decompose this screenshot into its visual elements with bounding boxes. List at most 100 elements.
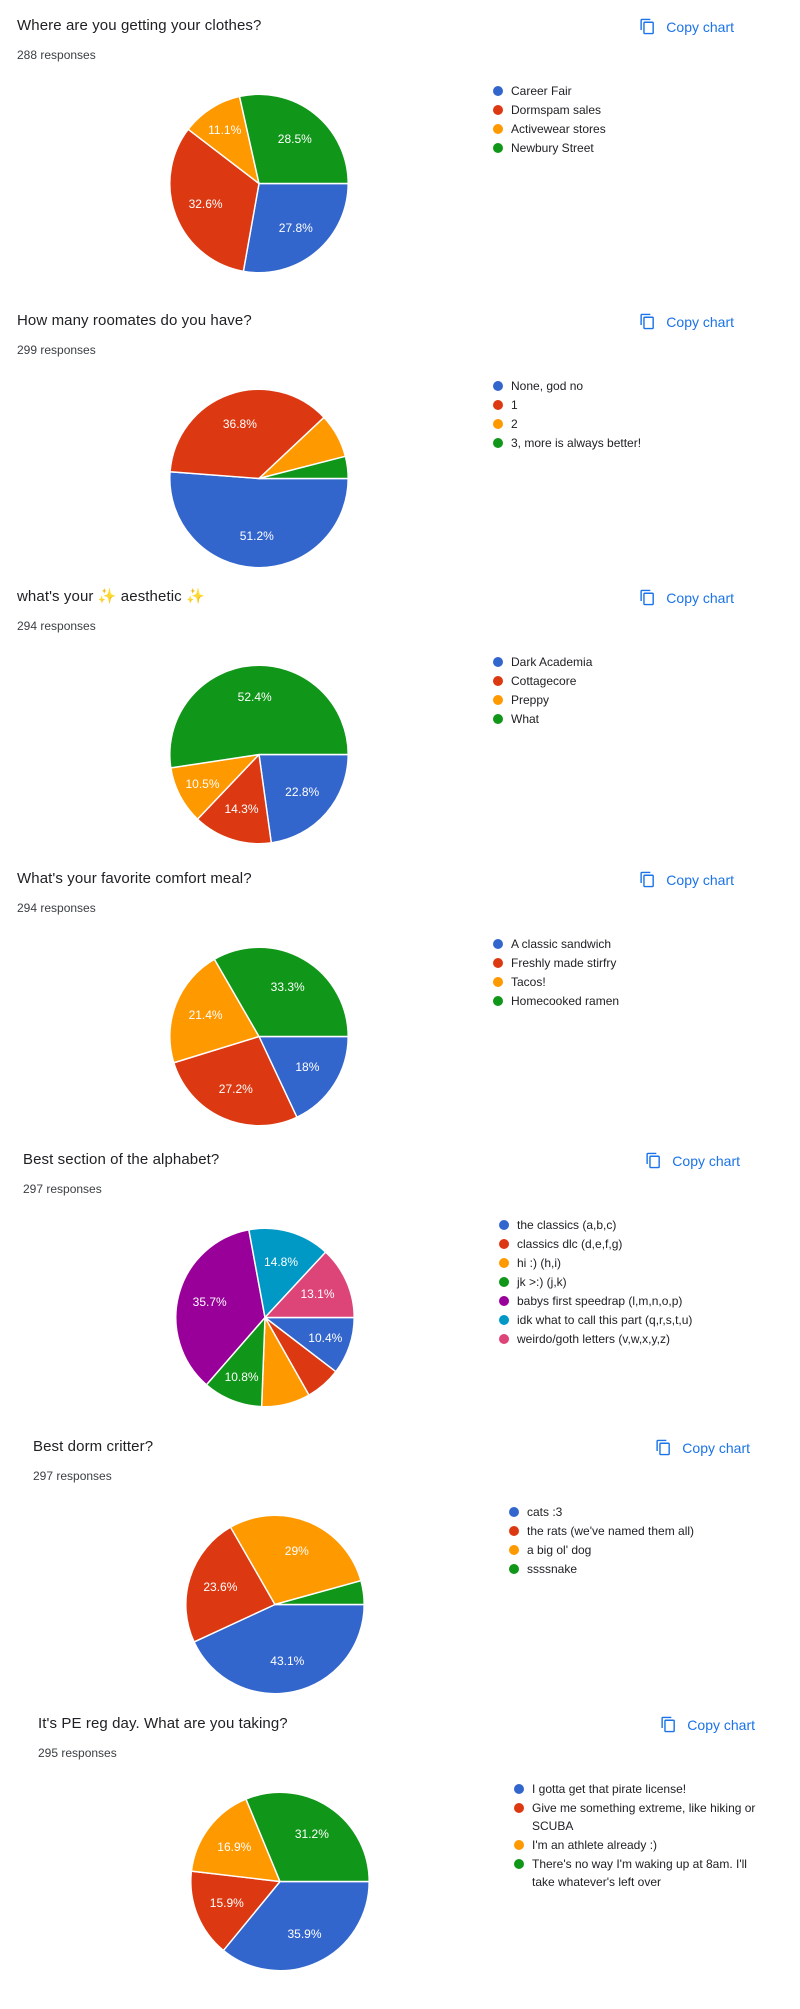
legend-label: Dormspam sales [511,103,602,117]
legend-dot [493,381,503,391]
copy-chart-label: Copy chart [666,18,734,35]
legend-label: jk >:) (j,k) [517,1275,567,1289]
legend-label: Freshly made stirfry [511,956,617,970]
legend-dot [493,438,503,448]
legend-dot [493,977,503,987]
legend-item: I gotta get that pirate license! [514,1780,766,1798]
legend-item: Tacos! [493,973,745,991]
pie-slice [169,958,260,1064]
legend-dot [514,1840,524,1850]
question-section: Best section of the alphabet? Copy chart… [6,1150,800,1420]
slice-label: 22.8% [285,785,320,800]
copy-chart-label: Copy chart [672,1152,740,1169]
slice-label: 35.7% [192,1295,227,1310]
legend-label: 3, more is always better! [511,436,642,450]
slice-label: 10.5% [185,777,220,792]
question-title: Best section of the alphabet? [23,1151,220,1168]
question-title: It's PE reg day. What are you taking? [38,1715,288,1732]
pie-slice [173,1035,298,1127]
copy-chart-button[interactable]: Copy chart [653,1435,752,1460]
response-count: 297 responses [33,1469,112,1483]
copy-chart-label: Copy chart [687,1716,755,1733]
chart-legend: I gotta get that pirate license! Give me … [514,1780,766,1892]
slice-label: 13.1% [300,1287,335,1302]
legend-item: There's no way I'm waking up at 8am. I'l… [514,1855,766,1891]
question-title: What's your favorite comfort meal? [17,870,252,887]
legend-item: jk >:) (j,k) [499,1273,751,1291]
slice-label: 33.3% [270,979,305,994]
legend-dot [493,419,503,429]
pie-slice [238,93,349,185]
copy-chart-button[interactable]: Copy chart [637,309,736,334]
legend-dot [493,86,503,96]
legend-label: the classics (a,b,c) [517,1218,617,1232]
legend-item: a big ol' dog [509,1541,761,1559]
copy-chart-button[interactable]: Copy chart [658,1712,757,1737]
legend-dot [499,1296,509,1306]
legend-item: cats :3 [509,1503,761,1521]
copy-chart-button[interactable]: Copy chart [637,585,736,610]
pie-slice [213,946,349,1038]
legend-label: classics dlc (d,e,f,g) [517,1237,623,1251]
pie-slice [169,128,260,273]
legend-label: idk what to call this part (q,r,s,t,u) [517,1313,693,1327]
pie-slice [169,388,325,480]
slice-label: 36.8% [222,417,257,432]
legend-item: Cottagecore [493,672,745,690]
response-count: 297 responses [23,1182,102,1196]
legend-item: the rats (we've named them all) [509,1522,761,1540]
pie-chart: 18% 27.2% 21.4% 33.3% [168,945,350,1128]
legend-dot [499,1315,509,1325]
copy-chart-button[interactable]: Copy chart [637,867,736,892]
legend-item: hi :) (h,i) [499,1254,751,1272]
legend-label: Newbury Street [511,141,594,155]
pie-slice [274,1579,365,1606]
question-title: Best dorm critter? [33,1438,154,1455]
copy-chart-button[interactable]: Copy chart [637,14,736,39]
slice-label: 14.3% [224,802,259,817]
chart-legend: Career Fair Dormspam sales Activewear stor… [493,82,745,158]
legend-dot [514,1803,524,1813]
legend-item: Activewear stores [493,120,745,138]
slice-label: 43.1% [270,1653,305,1668]
response-count: 294 responses [17,619,96,633]
legend-item: 2 [493,415,745,433]
legend-label: Give me something extreme, like hiking o… [532,1801,756,1833]
legend-dot [509,1564,519,1574]
legend-label: weirdo/goth letters (v,w,x,y,z) [517,1332,670,1346]
copy-chart-button[interactable]: Copy chart [643,1148,742,1173]
pie-chart: 27.8% 32.6% 11.1% 28.5% [168,92,350,275]
pie-slice [258,455,349,480]
chart-legend: the classics (a,b,c) classics dlc (d,e,f,… [499,1216,751,1349]
copy-icon [640,18,655,35]
legend-label: cats :3 [527,1505,563,1519]
legend-label: I'm an athlete already :) [532,1838,658,1852]
copy-icon [646,1152,661,1169]
response-count: 294 responses [17,901,96,915]
pie-slice [175,1229,266,1386]
legend-item: the classics (a,b,c) [499,1216,751,1234]
pie-slice [258,1035,349,1118]
slice-label: 21.4% [188,1008,223,1023]
legend-dot [514,1784,524,1794]
legend-label: ssssnake [527,1562,578,1576]
slice-label: 29% [284,1544,309,1559]
pie-slice [242,182,349,274]
slice-label: 23.6% [203,1580,238,1594]
legend-label: What [511,712,540,726]
legend-label: 2 [511,417,518,431]
legend-dot [493,676,503,686]
legend-item: Dormspam sales [493,101,745,119]
copy-chart-label: Copy chart [666,589,734,606]
slice-label: 27.2% [218,1082,253,1097]
pie-slice [222,1880,370,1972]
legend-item: I'm an athlete already :) [514,1836,766,1854]
legend-label: the rats (we've named them all) [527,1524,695,1538]
question-section: Where are you getting your clothes? Copy… [0,16,800,286]
slice-label: 28.5% [277,131,312,146]
pie-slice [258,753,349,844]
legend-dot [493,657,503,667]
question-section: How many roomates do you have? Copy char… [0,311,800,581]
slice-label: 16.9% [217,1839,252,1854]
